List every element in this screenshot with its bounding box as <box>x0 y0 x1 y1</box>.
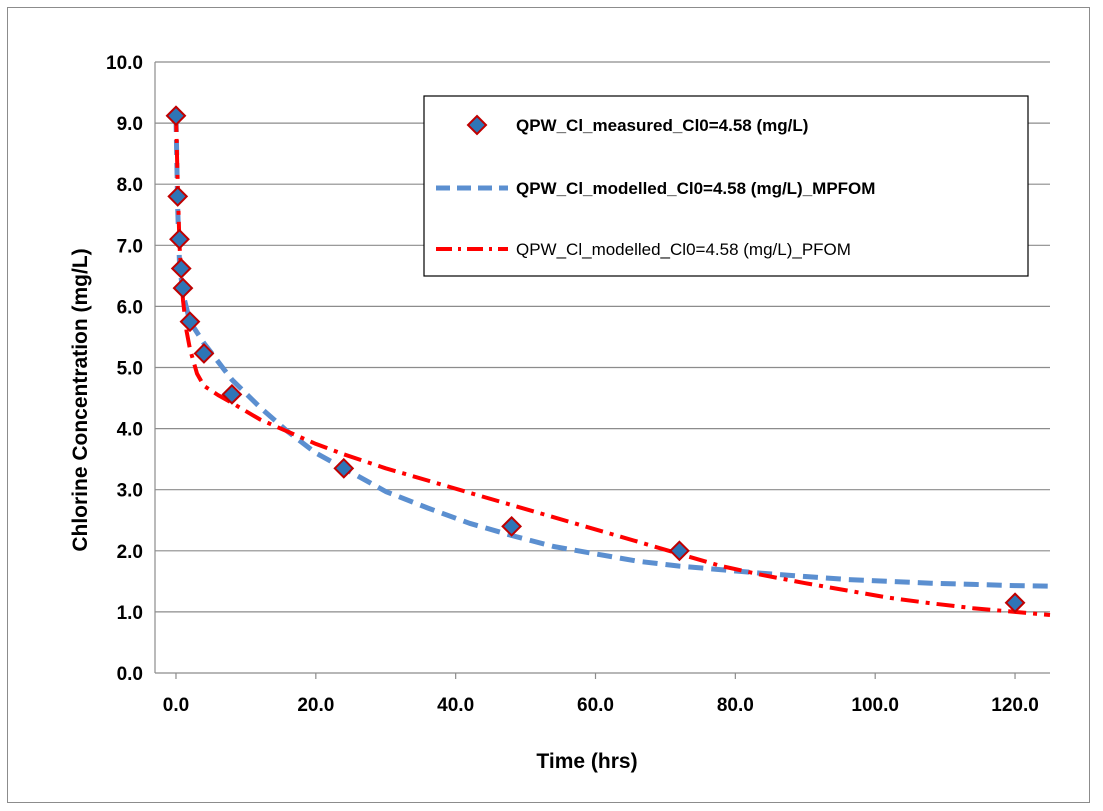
x-axis-title: Time (hrs) <box>536 750 637 773</box>
legend-entry-measured: QPW_Cl_measured_Cl0=4.58 (mg/L) <box>466 114 808 136</box>
data-point-diamond <box>167 186 189 207</box>
legend-label-pfom: QPW_Cl_modelled_Cl0=4.58 (mg/L)_PFOM <box>516 240 851 259</box>
x-tick-label: 80.0 <box>717 695 754 716</box>
data-point-diamond <box>333 457 355 479</box>
x-tick-label: 40.0 <box>437 695 474 716</box>
data-point-diamond <box>172 277 194 299</box>
y-tick-label: 10.0 <box>106 53 143 74</box>
y-tick-label: 5.0 <box>117 359 143 380</box>
legend-label-measured: QPW_Cl_measured_Cl0=4.58 (mg/L) <box>516 116 808 135</box>
series-line-2 <box>174 113 1051 617</box>
data-point-diamond <box>170 258 192 279</box>
data-point-diamond <box>1004 592 1026 614</box>
legend-marker-diamond <box>466 114 488 136</box>
legend-label-mpfom: QPW_Cl_modelled_Cl0=4.58 (mg/L)_MPFOM <box>516 179 875 198</box>
y-tick-label: 6.0 <box>117 297 143 318</box>
y-tick-label: 2.0 <box>117 542 143 563</box>
data-point-diamond <box>165 105 187 127</box>
legend: QPW_Cl_measured_Cl0=4.58 (mg/L) QPW_Cl_m… <box>423 95 1029 277</box>
data-point-diamond <box>193 343 215 364</box>
y-tick-label: 8.0 <box>117 175 143 196</box>
y-tick-label: 1.0 <box>117 603 143 624</box>
y-tick-label: 0.0 <box>117 664 143 685</box>
data-point-diamond <box>179 311 201 333</box>
x-tick-label: 60.0 <box>577 695 614 716</box>
x-tick-label: 100.0 <box>851 695 899 716</box>
legend-entry-mpfom: QPW_Cl_modelled_Cl0=4.58 (mg/L)_MPFOM <box>436 179 875 198</box>
data-point-diamond <box>501 515 523 537</box>
series-layer <box>165 105 1051 617</box>
y-axis-title: Chlorine Concentration (mg/L) <box>69 248 92 551</box>
x-tick-label: 20.0 <box>297 695 334 716</box>
axes <box>154 62 1050 679</box>
y-tick-label: 4.0 <box>117 420 143 441</box>
legend-box <box>423 95 1029 277</box>
data-point-diamond <box>668 540 690 562</box>
series-line-1 <box>173 116 1051 589</box>
y-tick-label: 9.0 <box>117 114 143 135</box>
data-point-diamond <box>169 228 190 250</box>
x-tick-label: 0.0 <box>163 695 189 716</box>
x-tick-label: 120.0 <box>991 695 1039 716</box>
y-tick-labels: 0.0 1.0 2.0 3.0 4.0 5.0 6.0 7.0 8.0 9.0 10.0 <box>106 53 143 685</box>
y-tick-label: 3.0 <box>117 481 143 502</box>
x-tick-labels: 0.0 20.0 40.0 60.0 80.0 100.0 120.0 <box>163 695 1039 716</box>
legend-entry-pfom: QPW_Cl_modelled_Cl0=4.58 (mg/L)_PFOM <box>436 240 851 259</box>
data-point-diamond <box>221 383 243 405</box>
y-tick-label: 7.0 <box>117 236 143 257</box>
